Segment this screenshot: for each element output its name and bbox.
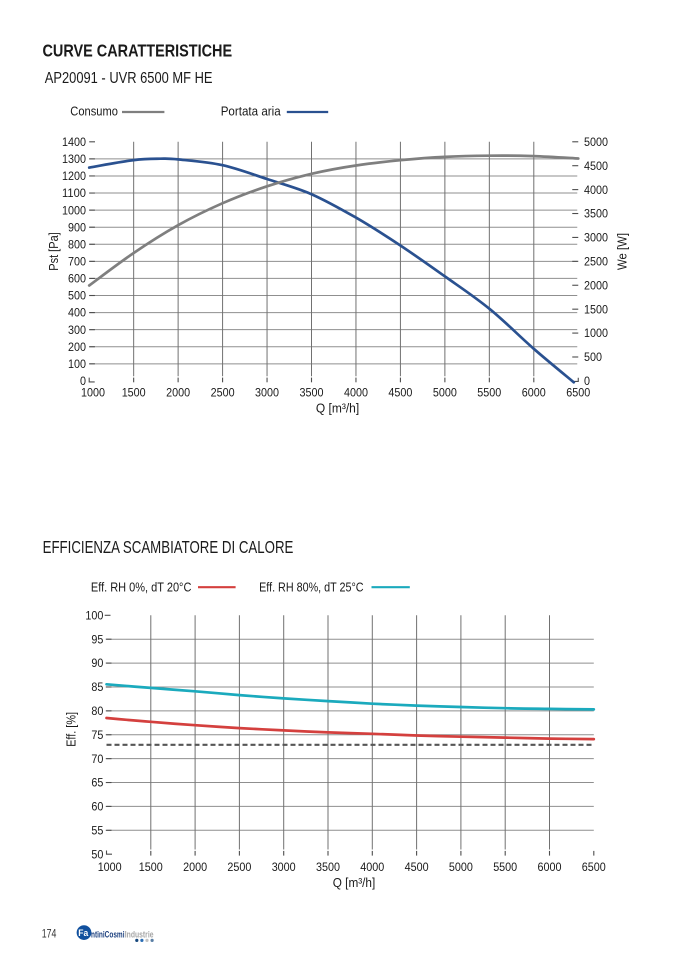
svg-text:2000: 2000 bbox=[584, 280, 608, 292]
svg-text:Portata aria: Portata aria bbox=[221, 104, 282, 119]
svg-text:800: 800 bbox=[68, 239, 86, 251]
svg-text:6500: 6500 bbox=[582, 862, 606, 874]
svg-text:90: 90 bbox=[91, 658, 103, 670]
svg-text:100: 100 bbox=[85, 610, 103, 622]
svg-text:95: 95 bbox=[91, 634, 103, 646]
svg-text:4500: 4500 bbox=[584, 161, 608, 173]
svg-text:1000: 1000 bbox=[62, 205, 86, 217]
svg-text:6000: 6000 bbox=[538, 862, 562, 874]
svg-text:Pst [Pa]: Pst [Pa] bbox=[46, 232, 61, 271]
svg-text:60: 60 bbox=[91, 802, 103, 814]
svg-text:80: 80 bbox=[91, 706, 103, 718]
svg-text:3000: 3000 bbox=[272, 862, 296, 874]
svg-text:CURVE CARATTERISTICHE: CURVE CARATTERISTICHE bbox=[43, 41, 233, 61]
svg-text:65: 65 bbox=[91, 778, 103, 790]
svg-text:1000: 1000 bbox=[81, 387, 105, 399]
svg-text:ntiniCosmi: ntiniCosmi bbox=[91, 929, 125, 939]
svg-text:700: 700 bbox=[68, 257, 86, 269]
svg-text:1000: 1000 bbox=[584, 328, 608, 340]
svg-text:1400: 1400 bbox=[62, 137, 86, 149]
svg-text:2000: 2000 bbox=[183, 862, 207, 874]
svg-text:5500: 5500 bbox=[477, 387, 501, 399]
svg-text:Q [m³/h]: Q [m³/h] bbox=[316, 400, 359, 415]
svg-text:2500: 2500 bbox=[211, 387, 235, 399]
svg-text:1500: 1500 bbox=[122, 387, 146, 399]
svg-text:5000: 5000 bbox=[584, 137, 608, 149]
svg-text:3000: 3000 bbox=[255, 387, 279, 399]
svg-text:2500: 2500 bbox=[227, 862, 251, 874]
svg-text:Industrie: Industrie bbox=[125, 929, 154, 939]
svg-text:3500: 3500 bbox=[300, 387, 324, 399]
svg-text:1300: 1300 bbox=[62, 154, 86, 166]
svg-text:4500: 4500 bbox=[405, 862, 429, 874]
svg-text:400: 400 bbox=[68, 308, 86, 320]
svg-text:2500: 2500 bbox=[584, 256, 608, 268]
svg-text:Eff. [%]: Eff. [%] bbox=[63, 712, 78, 747]
svg-text:1500: 1500 bbox=[139, 862, 163, 874]
svg-text:6500: 6500 bbox=[566, 387, 590, 399]
svg-text:75: 75 bbox=[91, 730, 103, 742]
svg-text:55: 55 bbox=[91, 825, 103, 837]
svg-text:300: 300 bbox=[68, 325, 86, 337]
svg-text:85: 85 bbox=[91, 682, 103, 694]
svg-text:100: 100 bbox=[68, 359, 86, 371]
svg-text:6000: 6000 bbox=[522, 387, 546, 399]
svg-text:3500: 3500 bbox=[584, 209, 608, 221]
svg-text:3500: 3500 bbox=[316, 862, 340, 874]
svg-text:174: 174 bbox=[42, 927, 57, 941]
svg-text:200: 200 bbox=[68, 342, 86, 354]
svg-text:4000: 4000 bbox=[584, 185, 608, 197]
svg-text:70: 70 bbox=[91, 754, 103, 766]
svg-text:4000: 4000 bbox=[360, 862, 384, 874]
svg-text:Eff. RH 0%, dT 20°C: Eff. RH 0%, dT 20°C bbox=[91, 580, 191, 595]
svg-text:1200: 1200 bbox=[62, 171, 86, 183]
svg-text:4000: 4000 bbox=[344, 387, 368, 399]
svg-text:EFFICIENZA SCAMBIATORE DI CALO: EFFICIENZA SCAMBIATORE DI CALORE bbox=[43, 537, 294, 557]
svg-text:5000: 5000 bbox=[449, 862, 473, 874]
svg-text:Q [m³/h]: Q [m³/h] bbox=[333, 875, 376, 890]
svg-text:500: 500 bbox=[68, 291, 86, 303]
svg-text:4500: 4500 bbox=[388, 387, 412, 399]
svg-text:2000: 2000 bbox=[166, 387, 190, 399]
svg-text:900: 900 bbox=[68, 222, 86, 234]
svg-text:0: 0 bbox=[80, 376, 86, 388]
svg-text:0: 0 bbox=[584, 376, 590, 388]
svg-text:1500: 1500 bbox=[584, 304, 608, 316]
svg-text:600: 600 bbox=[68, 274, 86, 286]
svg-text:AP20091 - UVR 6500 MF HE: AP20091 - UVR 6500 MF HE bbox=[45, 70, 213, 87]
svg-text:Fa: Fa bbox=[78, 928, 88, 938]
svg-text:1100: 1100 bbox=[62, 188, 86, 200]
svg-text:1000: 1000 bbox=[98, 862, 122, 874]
svg-text:5500: 5500 bbox=[493, 862, 517, 874]
svg-text:5000: 5000 bbox=[433, 387, 457, 399]
svg-text:Eff. RH 80%, dT 25°C: Eff. RH 80%, dT 25°C bbox=[259, 580, 364, 595]
svg-text:We [W]: We [W] bbox=[615, 233, 630, 270]
svg-text:3000: 3000 bbox=[584, 233, 608, 245]
svg-text:500: 500 bbox=[584, 352, 602, 364]
svg-text:Consumo: Consumo bbox=[70, 104, 118, 119]
svg-text:50: 50 bbox=[91, 849, 103, 861]
